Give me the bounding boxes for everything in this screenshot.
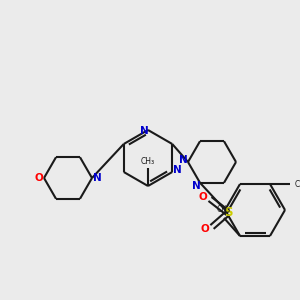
Text: N: N — [178, 155, 188, 165]
Text: CH₃: CH₃ — [217, 206, 231, 214]
Text: CH₃: CH₃ — [141, 158, 155, 166]
Text: N: N — [173, 165, 182, 175]
Text: N: N — [192, 181, 200, 191]
Text: O: O — [201, 224, 209, 234]
Text: N: N — [140, 126, 148, 136]
Text: S: S — [224, 206, 232, 220]
Text: N: N — [93, 173, 101, 183]
Text: O: O — [199, 192, 207, 202]
Text: CH₃: CH₃ — [295, 179, 300, 188]
Text: O: O — [34, 173, 43, 183]
